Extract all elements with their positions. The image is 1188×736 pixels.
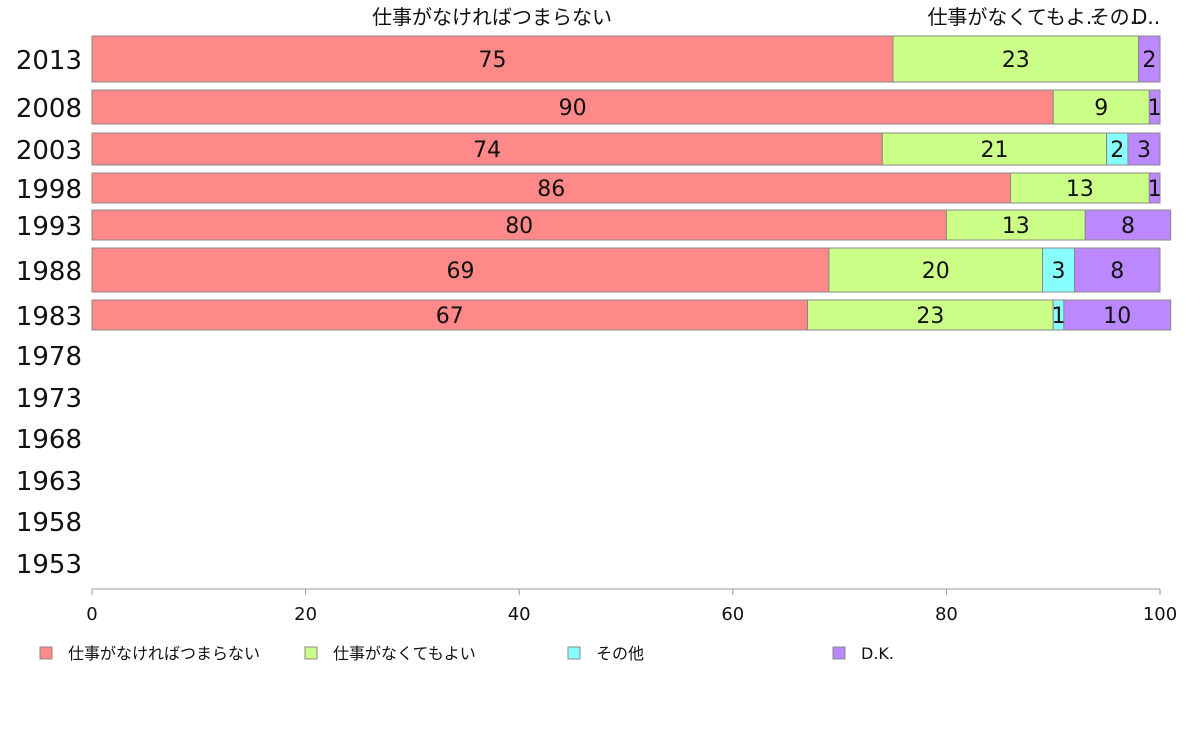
year-label: 1988 xyxy=(16,257,82,287)
bar-value-label: 69 xyxy=(446,259,474,284)
bar-value-label: 23 xyxy=(1002,48,1030,73)
legend-swatch xyxy=(832,646,846,660)
bar-segment xyxy=(881,132,1108,166)
bar-segment xyxy=(91,35,894,83)
bar-segment xyxy=(1074,247,1161,293)
bar-value-label: 2 xyxy=(1142,48,1156,73)
bar-value-label: 80 xyxy=(505,214,533,239)
bar-value-label: 74 xyxy=(473,138,501,163)
x-tick-label: 0 xyxy=(86,604,97,625)
bar-value-label: 75 xyxy=(479,48,507,73)
bar-segment xyxy=(91,299,809,331)
bar-segment xyxy=(1138,35,1161,83)
series-header-label: 仕事がなくてもよ.. xyxy=(927,5,1098,29)
bar-segment xyxy=(91,209,947,241)
x-tick-label: 40 xyxy=(508,604,531,625)
bar-value-label: 23 xyxy=(916,304,944,329)
bar-value-label: 1 xyxy=(1148,177,1162,202)
bar-segment xyxy=(91,172,1011,204)
bar-segment xyxy=(91,132,883,166)
bar-value-label: 2 xyxy=(1110,138,1124,163)
bar-segment xyxy=(945,209,1086,241)
x-tick-label: 20 xyxy=(294,604,317,625)
year-axis-labels: 2013 2008 2003 1998 1993 1988 1983 1978 1973 1968… xyxy=(16,46,82,580)
legend-swatch xyxy=(304,646,318,660)
x-tick-label: 80 xyxy=(935,604,958,625)
year-label: 1963 xyxy=(16,467,82,497)
bar-value-label: 1 xyxy=(1148,96,1162,121)
bar-segment xyxy=(1042,247,1076,293)
series-header-labels: 仕事がなければつまらない 仕事がなくてもよ..その..D.. xyxy=(372,5,1160,29)
bar-value-label: 1 xyxy=(1052,304,1066,329)
year-label: 1953 xyxy=(16,550,82,580)
year-label: 2008 xyxy=(16,94,82,124)
x-axis: 0 20 40 60 80 100 xyxy=(86,588,1177,625)
series-header-label: 仕事がなければつまらない xyxy=(372,5,612,29)
legend-label: D.K. xyxy=(861,644,894,663)
bars-layer: 75 23 290 9 174 21 2 386 13 180 13 869 20 3 867 23 1 10 xyxy=(91,35,1172,331)
bar-segment xyxy=(1084,209,1172,241)
bar-segment xyxy=(1148,172,1161,204)
year-label: 2003 xyxy=(16,136,82,166)
year-label: 1993 xyxy=(16,212,82,242)
bar-segment xyxy=(1148,89,1161,125)
bar-value-label: 10 xyxy=(1103,304,1131,329)
legend-label: 仕事がなければつまらない xyxy=(68,644,260,663)
year-label: 1968 xyxy=(16,425,82,455)
bar-segment xyxy=(91,247,830,293)
year-label: 1998 xyxy=(16,175,82,205)
bar-segment xyxy=(828,247,1044,293)
legend-label: その他 xyxy=(596,644,644,663)
bar-value-label: 13 xyxy=(1002,214,1030,239)
bar-value-label: 8 xyxy=(1121,214,1135,239)
x-tick-label: 60 xyxy=(721,604,744,625)
bar-segment xyxy=(807,299,1054,331)
bar-value-label: 86 xyxy=(537,177,565,202)
bar-value-label: 20 xyxy=(922,259,950,284)
bar-value-label: 8 xyxy=(1110,259,1124,284)
bar-segment xyxy=(1009,172,1150,204)
bar-segment xyxy=(1127,132,1161,166)
series-header-label: D.. xyxy=(1132,5,1160,29)
legend-swatch xyxy=(39,646,53,660)
year-label: 1983 xyxy=(16,302,82,332)
bar-value-label: 9 xyxy=(1094,96,1108,121)
legend: 仕事がなければつまらない 仕事がなくてもよい その他 D.K. xyxy=(39,644,894,663)
bar-value-label: 67 xyxy=(436,304,464,329)
x-tick-label: 100 xyxy=(1143,604,1177,625)
legend-swatch xyxy=(567,646,581,660)
bar-value-label: 3 xyxy=(1137,138,1151,163)
year-label: 1958 xyxy=(16,508,82,538)
bar-segment xyxy=(892,35,1140,83)
year-label: 2013 xyxy=(16,46,82,76)
bar-value-label: 21 xyxy=(980,138,1008,163)
year-label: 1973 xyxy=(16,384,82,414)
bar-segment xyxy=(1063,299,1172,331)
bar-value-label: 13 xyxy=(1066,177,1094,202)
series-header-label: その.. xyxy=(1090,5,1143,29)
legend-label: 仕事がなくてもよい xyxy=(333,644,476,663)
bar-segment xyxy=(1052,89,1150,125)
bar-value-label: 3 xyxy=(1052,259,1066,284)
year-label: 1978 xyxy=(16,342,82,372)
bar-value-label: 90 xyxy=(559,96,587,121)
